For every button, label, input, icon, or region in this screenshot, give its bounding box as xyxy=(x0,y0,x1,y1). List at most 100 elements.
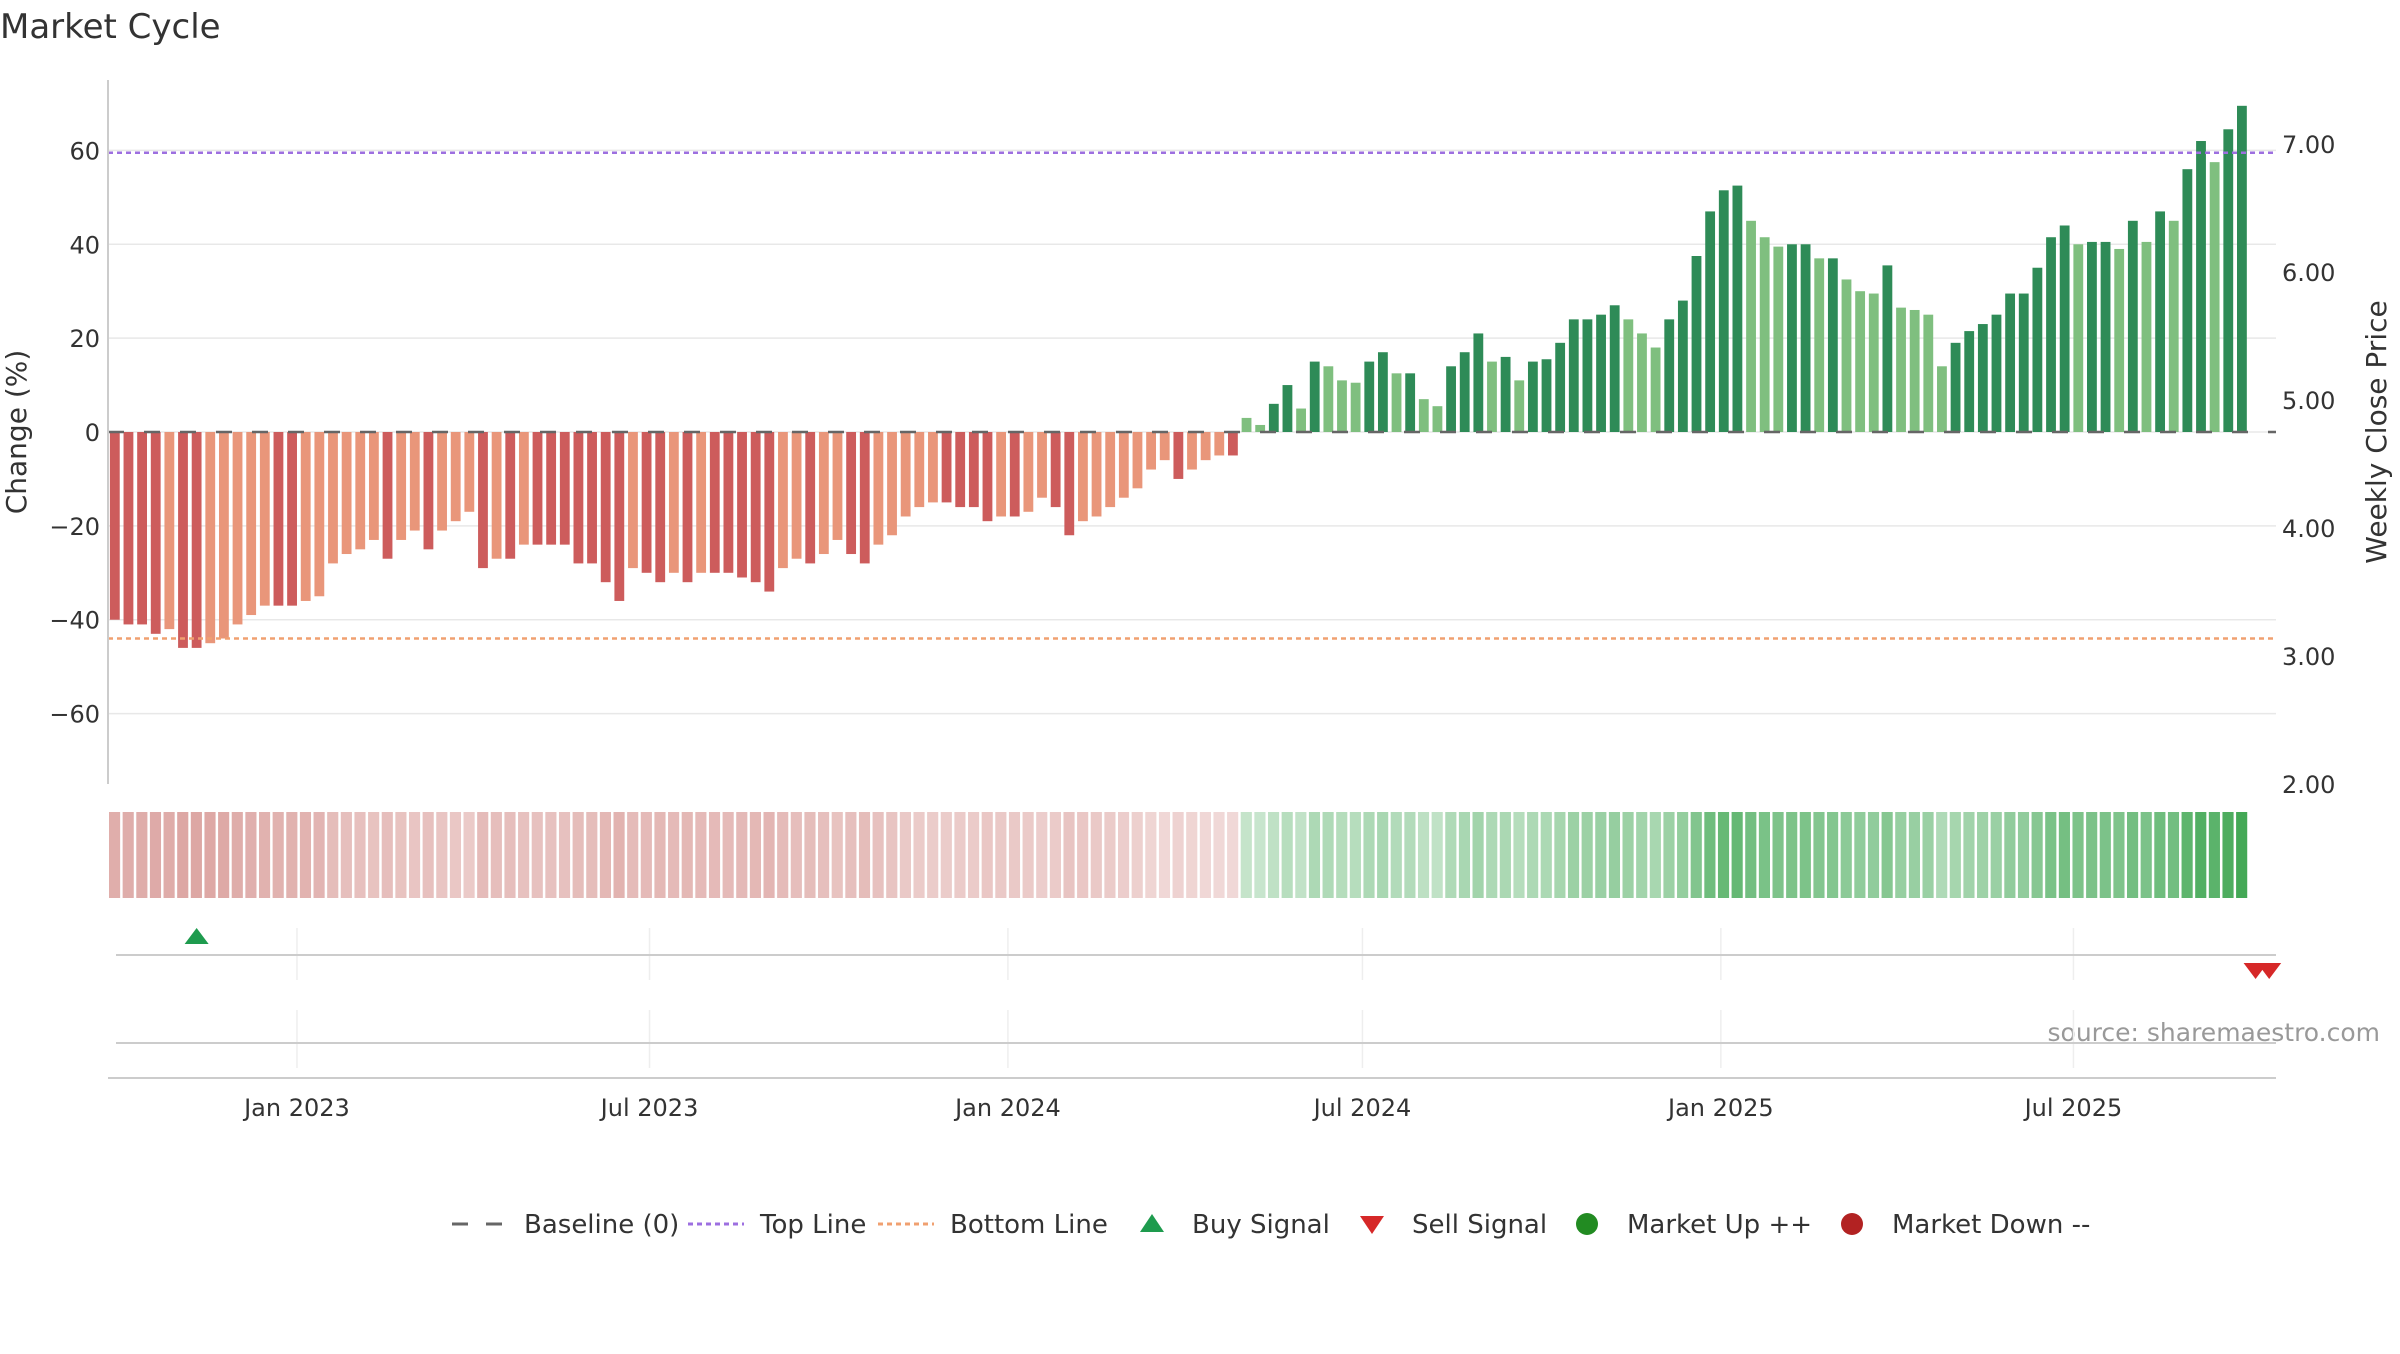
bar xyxy=(2237,105,2247,433)
bar xyxy=(191,432,202,648)
bar xyxy=(2209,162,2220,432)
bar xyxy=(1091,432,1102,517)
heat-cell xyxy=(1813,812,1825,898)
bar xyxy=(205,432,216,644)
heat-cell xyxy=(354,812,366,898)
heat-cell xyxy=(627,812,639,898)
heat-cell xyxy=(1963,812,1975,898)
bar xyxy=(873,432,884,545)
heat-cell xyxy=(2099,812,2111,898)
bar xyxy=(1200,432,1211,461)
y-tick-left-label: −40 xyxy=(49,607,100,635)
bar xyxy=(1718,190,1729,432)
heat-cell xyxy=(1936,812,1948,898)
bar xyxy=(1500,356,1511,432)
bar xyxy=(914,432,925,508)
x-tick-label: Jan 2025 xyxy=(1666,1094,1774,1122)
bar xyxy=(887,432,897,536)
heat-cell xyxy=(927,812,939,898)
legend-label: Market Up ++ xyxy=(1627,1210,1812,1240)
heat-cell xyxy=(586,812,598,898)
bar xyxy=(614,432,625,601)
bar xyxy=(1187,432,1197,470)
bar xyxy=(287,432,297,606)
y-tick-right-label: 6.00 xyxy=(2282,259,2335,287)
heat-cell xyxy=(1118,812,1130,898)
heat-cell xyxy=(722,812,734,898)
bar xyxy=(1596,314,1606,432)
heat-cell xyxy=(422,812,434,898)
heat-cell xyxy=(1486,812,1498,898)
bar xyxy=(2155,211,2166,432)
bar xyxy=(1064,432,1075,536)
bar xyxy=(1418,399,1429,432)
heat-cell xyxy=(2208,812,2220,898)
heat-cell xyxy=(749,812,761,898)
heat-cell xyxy=(1063,812,1075,898)
heat-cell xyxy=(1949,812,1961,898)
heat-cell xyxy=(1922,812,1934,898)
heat-cell xyxy=(286,812,298,898)
heat-cell xyxy=(190,812,202,898)
heat-cell xyxy=(858,812,871,898)
bar xyxy=(137,432,147,625)
heat-cell xyxy=(1145,812,1157,898)
bar xyxy=(1268,403,1279,432)
bar xyxy=(109,432,120,620)
heat-cell xyxy=(613,812,625,898)
heat-cell xyxy=(313,812,325,898)
bar xyxy=(1309,361,1320,432)
chart-title: Market Cycle xyxy=(0,7,221,47)
bar xyxy=(423,432,434,550)
heat-cell xyxy=(1840,812,1852,898)
bar xyxy=(273,432,284,606)
heat-cell xyxy=(504,812,516,898)
legend-label: Baseline (0) xyxy=(524,1210,679,1240)
bar xyxy=(491,432,502,559)
heat-cell xyxy=(1431,812,1443,898)
bar xyxy=(2223,129,2234,432)
axes-group: −60 −40 −20 0 20 40 60 2.00 3.00 4.00 5.00 6.00 7.00 xyxy=(49,80,2335,799)
heat-cell xyxy=(1377,812,1389,898)
bar xyxy=(1446,366,1456,432)
bar xyxy=(1814,258,1825,432)
heat-cell xyxy=(1322,812,1334,898)
bar xyxy=(587,432,597,564)
bar xyxy=(1487,361,1497,432)
heat-cell xyxy=(777,812,789,898)
y-axis-left-label: Change (%) xyxy=(0,350,33,515)
bar xyxy=(1050,432,1061,508)
heat-cell xyxy=(2222,812,2234,898)
bar xyxy=(1787,244,1797,432)
bar xyxy=(668,432,679,573)
bar xyxy=(1009,432,1020,517)
heat-cell xyxy=(2045,812,2057,898)
heat-cell xyxy=(995,812,1007,898)
x-tick-label: Jan 2024 xyxy=(953,1094,1061,1122)
heat-cell xyxy=(1022,812,1034,898)
legend-label: Buy Signal xyxy=(1192,1210,1330,1240)
bar xyxy=(2141,241,2152,432)
heat-cell xyxy=(899,812,911,898)
bar xyxy=(655,432,666,583)
heat-cell xyxy=(2154,812,2166,898)
heat-cell xyxy=(1049,812,1061,898)
bar xyxy=(1650,347,1661,432)
bar xyxy=(1827,258,1838,432)
x-axis-ticks: Jan 2023 Jul 2023 Jan 2024 Jul 2024 Jan 2025… xyxy=(108,1077,2276,1122)
bar xyxy=(600,432,611,583)
bar xyxy=(1923,314,1934,432)
heat-cell xyxy=(122,812,134,898)
bar xyxy=(1405,373,1416,432)
heat-cell xyxy=(327,812,339,898)
reference-lines xyxy=(108,151,2276,640)
heat-cell xyxy=(2127,812,2139,898)
bar xyxy=(1950,342,1961,432)
bars-group xyxy=(109,105,2247,648)
heat-cell xyxy=(1854,812,1866,898)
bar xyxy=(2127,220,2138,432)
bar xyxy=(1705,211,1716,432)
y-tick-left-label: −20 xyxy=(49,513,100,541)
bar xyxy=(123,432,134,625)
heat-cell xyxy=(1158,812,1171,898)
